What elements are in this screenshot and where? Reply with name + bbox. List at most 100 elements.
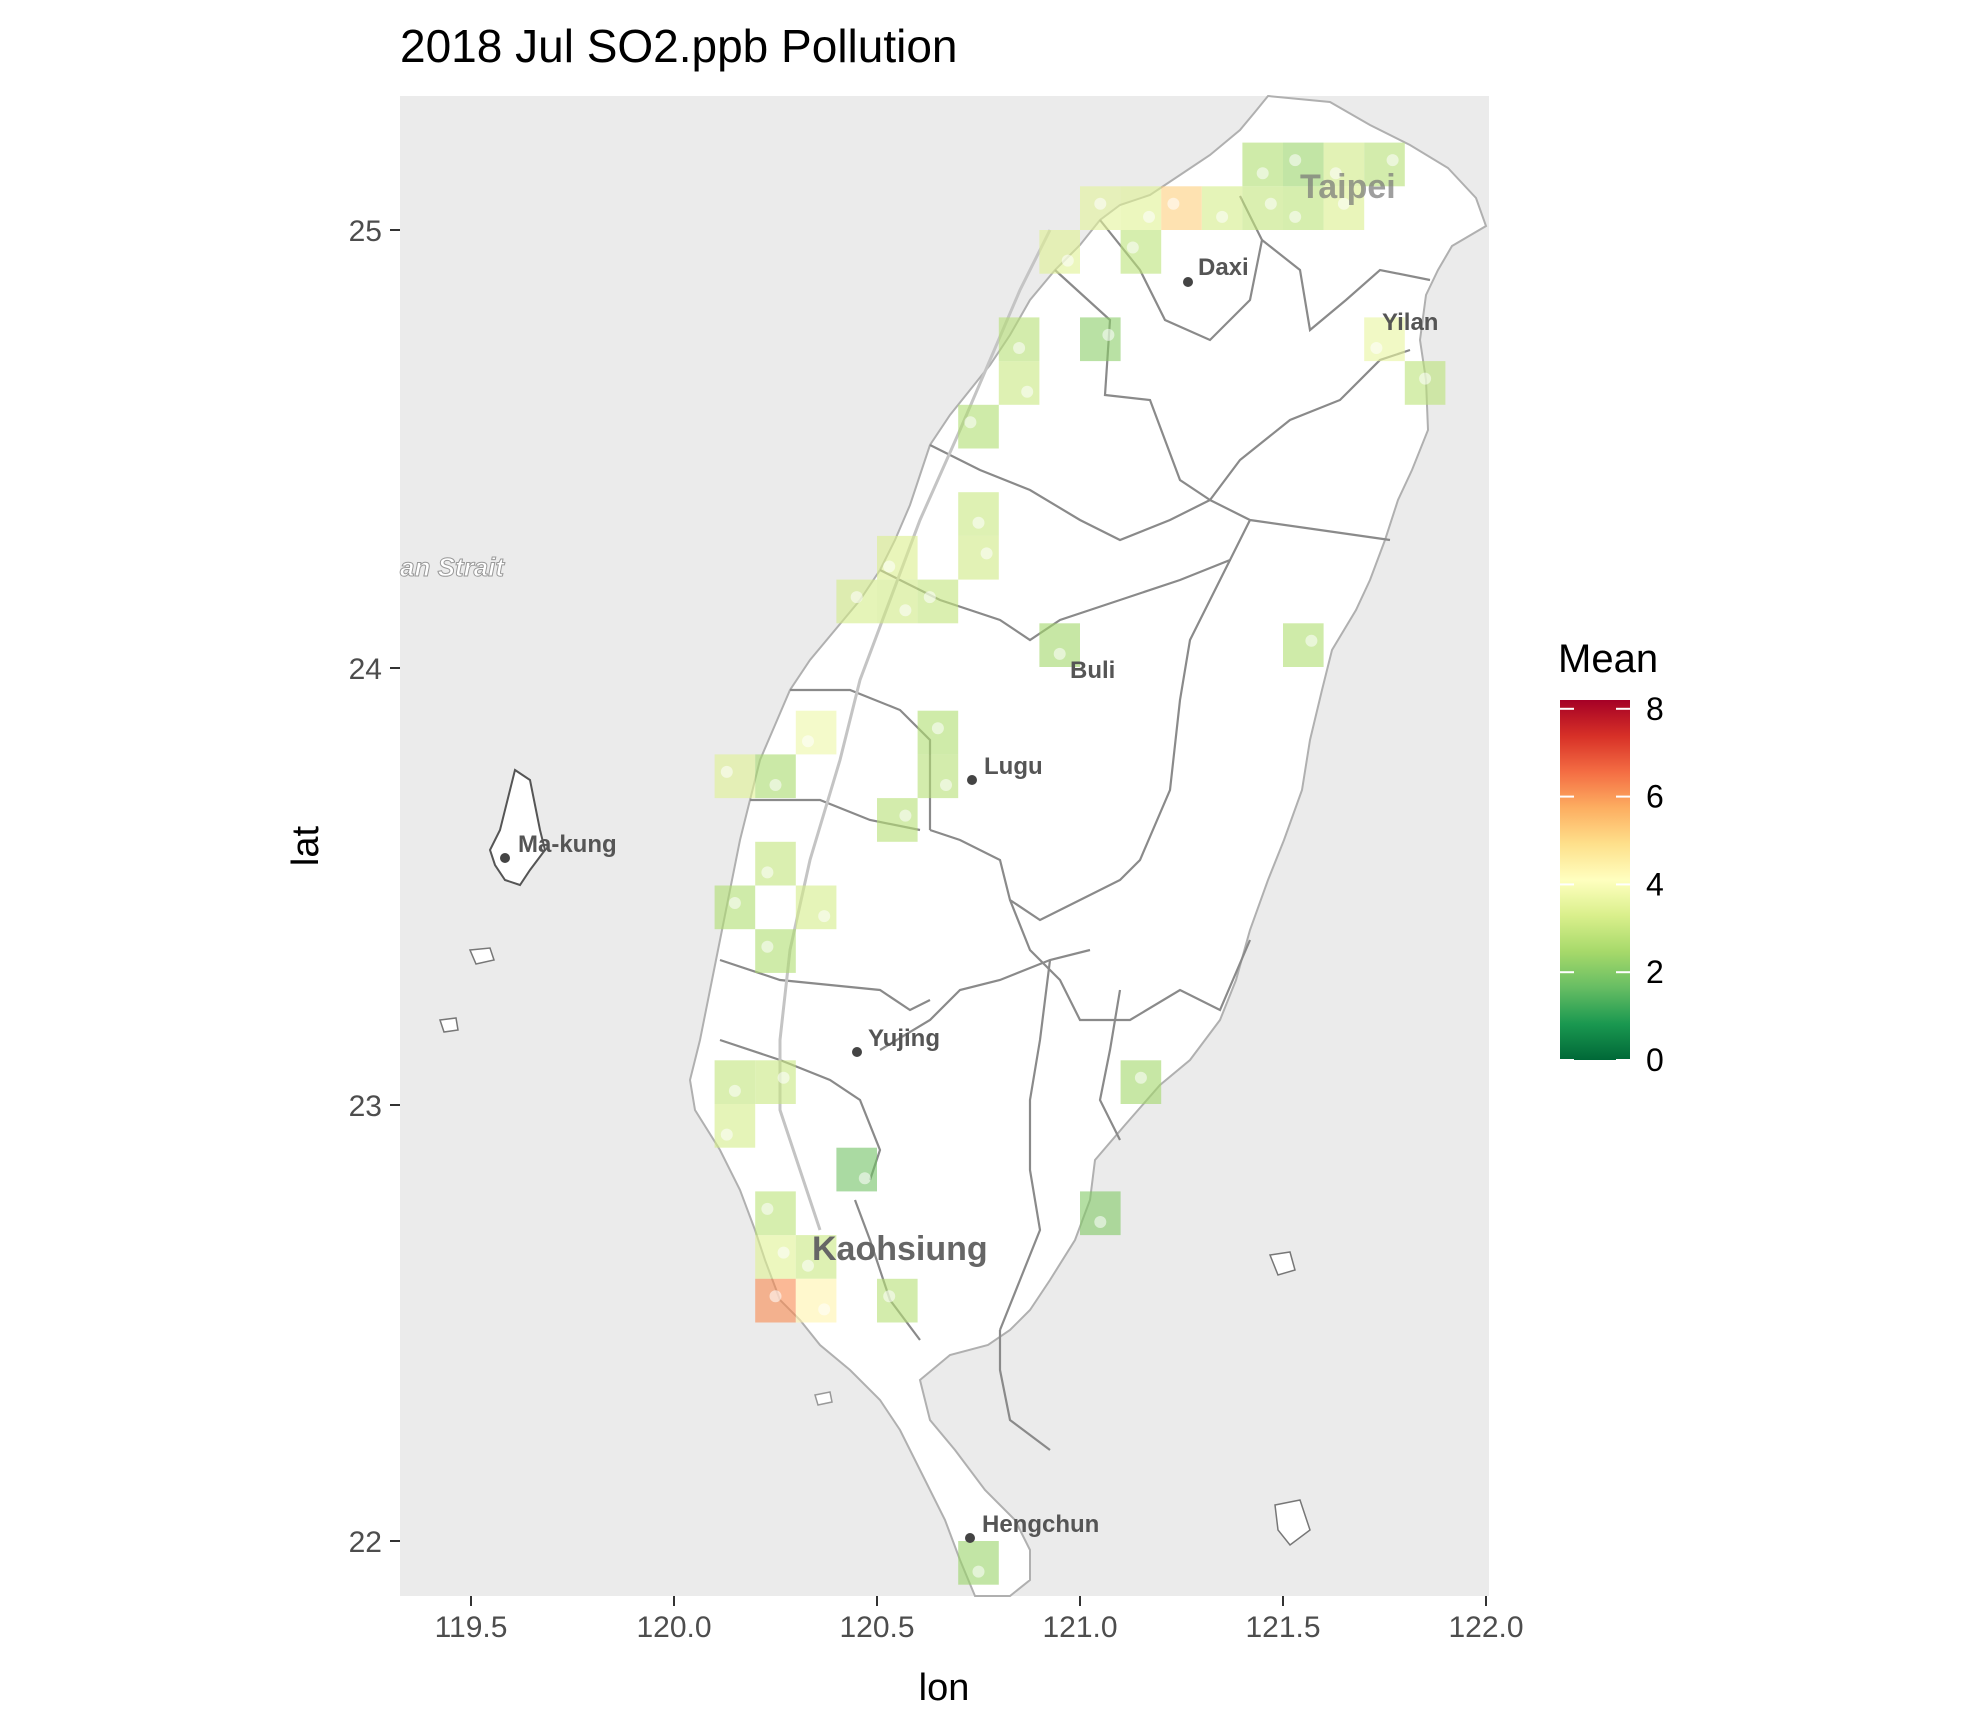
heat-cell [958,492,999,536]
station-point [1337,197,1350,210]
station-point [1143,210,1155,223]
heat-cell [1120,186,1162,230]
x-tick-1205: 120.5 [839,1611,914,1644]
station-point [1419,372,1432,385]
legend-tick-label: 8 [1646,691,1664,727]
map-label-hengchun: Hengchun [982,1511,1099,1538]
y-tick-22: 22 [349,1526,382,1559]
station-point [761,940,774,953]
station-point [761,866,774,879]
map-label-strait: an Strait [400,552,505,582]
station-point [1167,197,1180,210]
station-point [883,560,896,573]
map-label-lugu: Lugu [984,753,1043,780]
map-label-buli: Buli [1070,657,1115,684]
station-point [720,1128,733,1141]
islet-5 [814,1391,833,1406]
heat-cell [1242,186,1283,230]
heat-cell [917,579,959,624]
heat-cell [755,754,796,799]
station-point [980,547,993,560]
heat-cell [795,1235,837,1279]
legend-tick-label: 6 [1646,779,1664,815]
legend-colorbar [1560,700,1630,1060]
legend-ticks: 0 2 4 6 8 [1560,691,1664,1078]
station-point [728,1084,741,1097]
station-point [1216,210,1229,223]
heat-cell [795,1278,837,1323]
heat-cell [958,535,999,580]
station-point [802,1259,814,1272]
heat-cell [1364,142,1405,187]
city-dot-hengchun [965,1533,975,1543]
legend-tick-label: 2 [1646,954,1664,990]
city-dot-daxi [1183,277,1193,287]
islet-2 [438,1017,459,1033]
heatmap-layer [714,142,1446,1585]
station-point [972,516,985,529]
heat-cell [1323,142,1365,187]
station-point [883,1290,896,1303]
station-point [1289,154,1302,167]
city-dot-makung [500,853,510,863]
x-axis: 119.5 120.0 120.5 121.0 121.5 122.0 [435,1596,1524,1644]
station-point [1256,167,1269,180]
station-point [777,1246,790,1259]
station-point [1094,1216,1107,1228]
heat-cell [755,1235,796,1279]
x-tick-1200: 120.0 [636,1611,711,1644]
heat-cell [795,885,837,930]
x-tick-1220: 122.0 [1448,1611,1523,1644]
station-point [1061,254,1074,267]
heat-cell [1283,186,1324,230]
heat-cell [714,1060,756,1104]
city-dot-lugu [967,775,977,785]
heat-cell [917,754,959,799]
station-point [964,416,977,429]
station-point [850,591,863,604]
station-point [899,604,912,617]
station-point [1386,154,1399,167]
y-axis-title: lat [285,825,327,866]
x-axis-title: lon [919,1667,970,1709]
station-point [818,1303,831,1316]
y-tick-23: 23 [349,1090,382,1123]
heat-cell [877,798,918,842]
heat-cell [1080,317,1121,362]
heat-cell [1364,317,1405,362]
x-tick-1210: 121.0 [1042,1611,1117,1644]
heat-cell [714,1104,756,1148]
station-point [1264,197,1277,210]
station-point [728,897,741,909]
station-point [1102,328,1115,341]
station-point [1289,210,1302,223]
station-point [1021,385,1034,398]
station-point [769,779,782,791]
place-labels: Taipei Daxi Yilan Buli Lugu Ma-kung Yuji… [400,168,1438,1543]
y-axis: 25 24 23 22 [349,215,400,1559]
station-point [1013,342,1026,354]
city-dot-yujing [852,1047,862,1057]
map-label-taipei: Taipei [1300,168,1396,206]
station-point [777,1071,790,1084]
heat-cell [795,710,837,755]
y-tick-25: 25 [349,215,382,248]
legend-tick-label: 0 [1646,1042,1664,1078]
heat-cell [998,317,1040,362]
station-point [972,1565,985,1578]
station-point [1134,1071,1147,1084]
heat-cell [958,1541,999,1585]
station-point [769,1290,782,1303]
heat-cell [1283,623,1324,667]
station-point [761,1202,774,1215]
heat-cell [1120,230,1162,274]
map-label-yujing: Yujing [868,1025,940,1052]
station-point [1126,241,1139,254]
station-point [1305,634,1318,647]
station-point [923,591,936,604]
heat-cell [755,1060,796,1104]
station-point [1329,167,1342,180]
legend-title: Mean [1558,637,1658,681]
y-tick-24: 24 [349,653,382,686]
map-label-yilan: Yilan [1382,309,1438,336]
